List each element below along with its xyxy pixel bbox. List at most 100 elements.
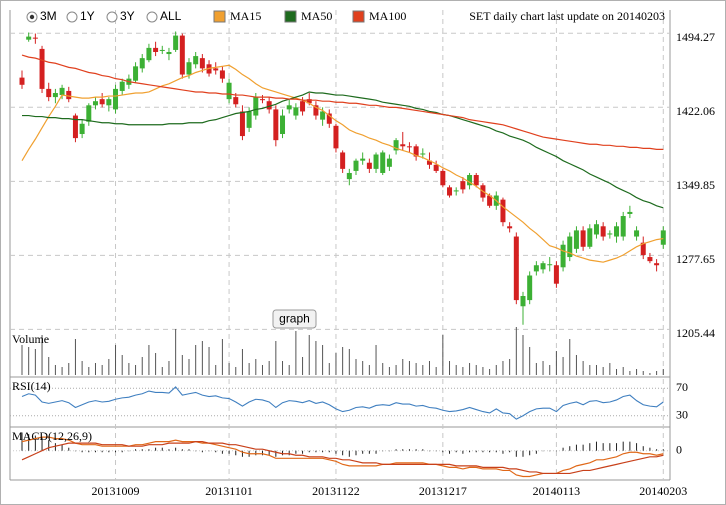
candle-body	[313, 105, 319, 116]
macd-histogram-bar	[489, 450, 491, 453]
candle-body	[19, 77, 25, 85]
volume-bar	[656, 371, 658, 375]
range-label[interactable]: 1Y	[80, 9, 95, 23]
volume-bar	[128, 363, 130, 375]
candle-body	[453, 190, 459, 192]
candle-body	[239, 111, 245, 137]
volume-bar	[489, 369, 491, 375]
macd-histogram-bar	[542, 450, 544, 452]
volume-bar	[542, 361, 544, 375]
macd-histogram-bar	[408, 449, 410, 451]
macd-histogram-bar	[355, 450, 357, 456]
volume-bar	[94, 363, 96, 375]
volume-bar	[261, 365, 263, 375]
macd-histogram-bar	[275, 450, 277, 457]
legend-label: MA100	[369, 9, 406, 23]
x-tick-label: 20131122	[312, 484, 360, 498]
x-tick-label: 20131217	[419, 484, 467, 498]
macd-histogram-bar	[48, 440, 50, 451]
legend-swatch	[352, 10, 365, 23]
macd-histogram-bar	[88, 450, 90, 453]
volume-bar	[609, 363, 611, 375]
volume-bar	[48, 357, 50, 375]
macd-histogram-bar	[188, 449, 190, 451]
volume-bar	[515, 327, 517, 375]
macd-histogram-bar	[402, 449, 404, 451]
macd-histogram-bar	[642, 446, 644, 451]
graph-button[interactable]	[272, 309, 317, 329]
candle-body	[386, 158, 392, 167]
candle-body	[600, 226, 606, 237]
candle-body	[26, 36, 32, 40]
range-label[interactable]: 3Y	[120, 9, 135, 23]
volume-bar	[275, 341, 277, 375]
volume-bar	[41, 335, 43, 375]
range-radio[interactable]	[106, 11, 118, 23]
range-radio[interactable]	[66, 11, 78, 23]
plot	[19, 31, 666, 478]
volume-bar	[302, 357, 304, 375]
volume-bar	[362, 361, 364, 375]
legend-swatch	[284, 10, 297, 23]
legend-label: MA50	[301, 9, 332, 23]
candle-body	[286, 105, 292, 110]
volume-bar	[161, 367, 163, 375]
grid: 1205.44 1277.65 1349.85 1422.06 1494.27 20131…	[10, 10, 715, 498]
moving-average-line	[21, 64, 664, 263]
macd-histogram-bar	[515, 450, 517, 457]
candle-body	[527, 275, 533, 301]
volume-bar	[175, 329, 177, 375]
volume-bar	[208, 347, 210, 375]
volume-bar	[616, 369, 618, 375]
candle-body	[253, 97, 259, 116]
range-radio[interactable]	[146, 11, 158, 23]
macd-histogram-bar	[315, 450, 317, 453]
macd-histogram-bar	[449, 450, 451, 454]
volume-bar	[408, 361, 410, 375]
macd-histogram-bar	[54, 443, 56, 451]
volume-bar	[322, 345, 324, 375]
macd-histogram-bar	[288, 450, 290, 456]
candle-body	[246, 111, 252, 128]
volume-bar	[108, 359, 110, 375]
volume-bar	[462, 367, 464, 375]
candle-body	[540, 263, 546, 270]
volume-bar	[221, 339, 223, 375]
candle-body	[119, 81, 125, 91]
volume-bar	[135, 365, 137, 375]
macd-histogram-bar	[442, 450, 444, 453]
candle-body	[593, 224, 599, 235]
volume-bar	[449, 361, 451, 375]
volume-bar	[642, 371, 644, 375]
macd-histogram-bar	[649, 447, 651, 451]
volume-bar	[482, 367, 484, 375]
volume-bar	[195, 345, 197, 375]
candle-body	[106, 99, 112, 106]
toolbar: SET daily chart last update on 20140203 …	[12, 9, 665, 443]
volume-bar	[388, 367, 390, 375]
macd-histogram-bar	[268, 450, 270, 456]
macd-histogram-bar	[495, 450, 497, 453]
graph-button-label[interactable]: graph	[279, 312, 310, 326]
macd-histogram-bar	[362, 450, 364, 454]
candle-body	[487, 195, 493, 206]
volume-bar	[101, 365, 103, 375]
macd-histogram-bar	[589, 443, 591, 451]
range-label[interactable]: ALL	[160, 9, 182, 23]
macd-histogram-bar	[622, 441, 624, 451]
range-radio-dot[interactable]	[29, 14, 35, 20]
macd-histogram-bar	[308, 450, 310, 453]
range-label[interactable]: 3M	[40, 9, 57, 23]
volume-bar	[21, 345, 23, 375]
macd-histogram-bar	[368, 450, 370, 454]
macd-line	[21, 441, 664, 475]
macd-histogram-bar	[41, 437, 43, 451]
candle-body	[306, 99, 312, 104]
candle-body	[346, 172, 352, 180]
macd-histogram-bar	[255, 450, 257, 456]
candle-body	[587, 228, 593, 247]
macd-histogram-bar	[348, 450, 350, 457]
candle-body	[66, 90, 72, 100]
volume-bar	[81, 361, 83, 375]
candle-body	[366, 162, 372, 169]
